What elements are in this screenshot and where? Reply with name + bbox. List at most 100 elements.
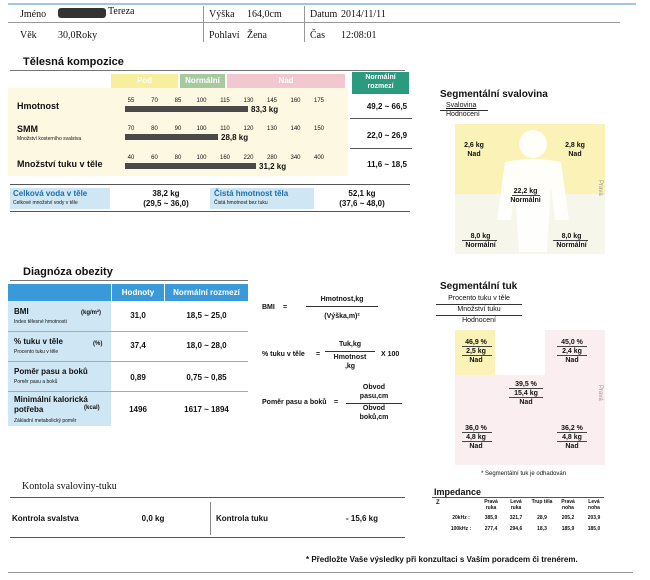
bottom-rule	[8, 572, 633, 573]
bmr-sub: Základní metabolický poměr	[14, 418, 77, 424]
imp-row1-v4: 185,0	[587, 526, 601, 532]
scale-tick: 220	[243, 155, 254, 161]
scale-tick: 280	[266, 155, 277, 161]
composition-bottom-rule	[10, 184, 410, 185]
age-label: Věk	[20, 30, 37, 41]
water-range: (29,5 ~ 36,0)	[143, 199, 189, 208]
scale-tick: 85	[174, 98, 182, 104]
obesity-row-sep-2	[8, 361, 248, 362]
scale-tick: 140	[290, 126, 301, 132]
height-value: 164,0cm	[247, 9, 282, 20]
imp-row0-v0: 385,9	[484, 515, 498, 521]
formula-whr-line	[346, 403, 402, 404]
row-smm-label: SMM	[17, 124, 38, 134]
measurement-bar	[125, 163, 256, 169]
row-sep-1	[350, 118, 412, 119]
obesity-row-sep-1	[8, 331, 248, 332]
muscle-right-arm: 2,8 kg Nad	[565, 142, 585, 158]
lean-sub: Čistá hmotnost bez tuku	[214, 200, 268, 206]
fat-right-leg-rule-1	[557, 432, 587, 433]
formula-bmi-den: (Výška,m)²	[324, 313, 360, 320]
name-value: Tereza	[108, 6, 135, 17]
weight-scale: 55 70 85 100 115 130 145 160 175 83,3 kg	[125, 96, 325, 120]
imp-row0-freq: 20kHz :	[452, 515, 470, 521]
fat-range: 11,6 ~ 18,5	[367, 160, 407, 169]
seg-fat-sub1: Procento tuku v těle	[448, 295, 510, 302]
control-fat-value: - 15,6 kg	[345, 514, 378, 523]
formula-whr-label: Poměr pasu a boků	[262, 399, 327, 406]
lean-value: 52,1 kg	[348, 189, 376, 198]
formula-whr-den2: boků,cm	[359, 414, 389, 421]
imp-col-0: Pravá ruka	[484, 499, 498, 511]
imp-row0-v3: 205,2	[561, 515, 575, 521]
name-label: Jméno	[20, 9, 47, 20]
composition-rule	[10, 70, 405, 71]
scale-tick: 55	[127, 98, 135, 104]
formula-whr-den1: Obvod	[362, 405, 386, 412]
band-under: Pod	[111, 74, 178, 88]
whr-sub: Poměr pasu a boků	[14, 379, 58, 385]
seg-fat-side-label: Pravá	[597, 385, 603, 401]
seg-muscle-sub-rule	[440, 110, 488, 111]
obesity-title: Diagnóza obezity	[23, 266, 113, 278]
whr-value: 0,89	[130, 373, 146, 382]
formula-whr-num1: Obvod	[362, 384, 386, 391]
bmi-range: 18,5 ~ 25,0	[186, 311, 227, 320]
muscle-left-leg-rule	[462, 240, 497, 241]
scale-tick: 130	[266, 126, 277, 132]
control-sep	[210, 502, 211, 535]
muscle-trunk: 22,2 kg Normální	[510, 188, 541, 204]
impedance-z: Z	[436, 500, 440, 506]
date-label: Datum	[310, 9, 338, 20]
top-rule	[8, 3, 636, 5]
imp-row1-v2: 18,3	[537, 526, 547, 532]
formula-bmi-eq: =	[283, 304, 288, 311]
whr-label: Poměr pasu a boků	[14, 367, 88, 376]
smm-scale: 70 80 90 100 110 120 130 140 150 28,8 kg	[125, 124, 325, 148]
measurement-bar	[125, 134, 218, 140]
scale-tick: 100	[196, 126, 207, 132]
bmr-range: 1617 ~ 1894	[184, 405, 229, 414]
fatpct-label: % tuku v těle	[14, 337, 63, 346]
date-value: 2014/11/11	[341, 9, 386, 20]
seg-fat-sub-rule-2	[436, 315, 522, 316]
seg-muscle-sub2: Hodnocení	[446, 111, 480, 118]
row-smm-sub: Množství kosterního svalstva	[17, 136, 82, 142]
control-fat-label: Kontrola tuku	[216, 514, 268, 523]
bmi-unit: (kg/m²)	[81, 310, 101, 316]
fat-right-leg-rule-2	[557, 441, 587, 442]
formula-whr-num2: pasu,cm	[359, 393, 389, 400]
imp-col-3: Pravá noha	[561, 499, 575, 511]
formula-fat-mult: X 100	[381, 351, 400, 358]
imp-row0-v4: 203,9	[587, 515, 601, 521]
water-value: 38,2 kg	[152, 189, 180, 198]
fat-right-arm: 45,0 % 2,4 kg Nad	[561, 339, 583, 364]
impedance-rule	[432, 497, 604, 498]
seg-fat-sub2: Množství tuku	[457, 306, 501, 313]
obesity-row-sep-3	[8, 391, 248, 392]
fat-left-leg-rule-1	[462, 432, 492, 433]
imp-row0-v1: 321,7	[509, 515, 523, 521]
scale-tick: 70	[151, 98, 158, 104]
scale-tick: 100	[196, 155, 207, 161]
scale-tick: 400	[313, 155, 324, 161]
formula-fat-den1: Hmotnost	[333, 354, 367, 361]
fatpct-sub: Procento tuku v těle	[14, 349, 59, 355]
obesity-header-blank	[8, 284, 111, 301]
age-value: 30,0Roky	[58, 30, 98, 41]
fat-trunk-rule-1	[509, 388, 543, 389]
gender-value: Žena	[247, 30, 267, 41]
seg-fat-sub-rule-1	[436, 304, 522, 305]
obesity-col-values: Hodnoty	[112, 284, 164, 301]
composition-bg	[8, 88, 348, 176]
fatpct-range: 18,0 ~ 28,0	[186, 341, 227, 350]
scale-tick: 90	[174, 126, 182, 132]
measurement-value: 83,3 kg	[251, 105, 279, 114]
formula-bmi-num: Hmotnost,kg	[320, 296, 364, 303]
scale-tick: 80	[174, 155, 182, 161]
seg-muscle-side-label: Pravá	[597, 180, 603, 196]
fat-right-arm-zone	[545, 330, 605, 375]
scale-tick: 160	[219, 155, 230, 161]
band-over: Nad	[227, 74, 345, 88]
fat-scale: 40 60 80 100 160 220 280 340 400 31,2 kg	[125, 153, 325, 177]
